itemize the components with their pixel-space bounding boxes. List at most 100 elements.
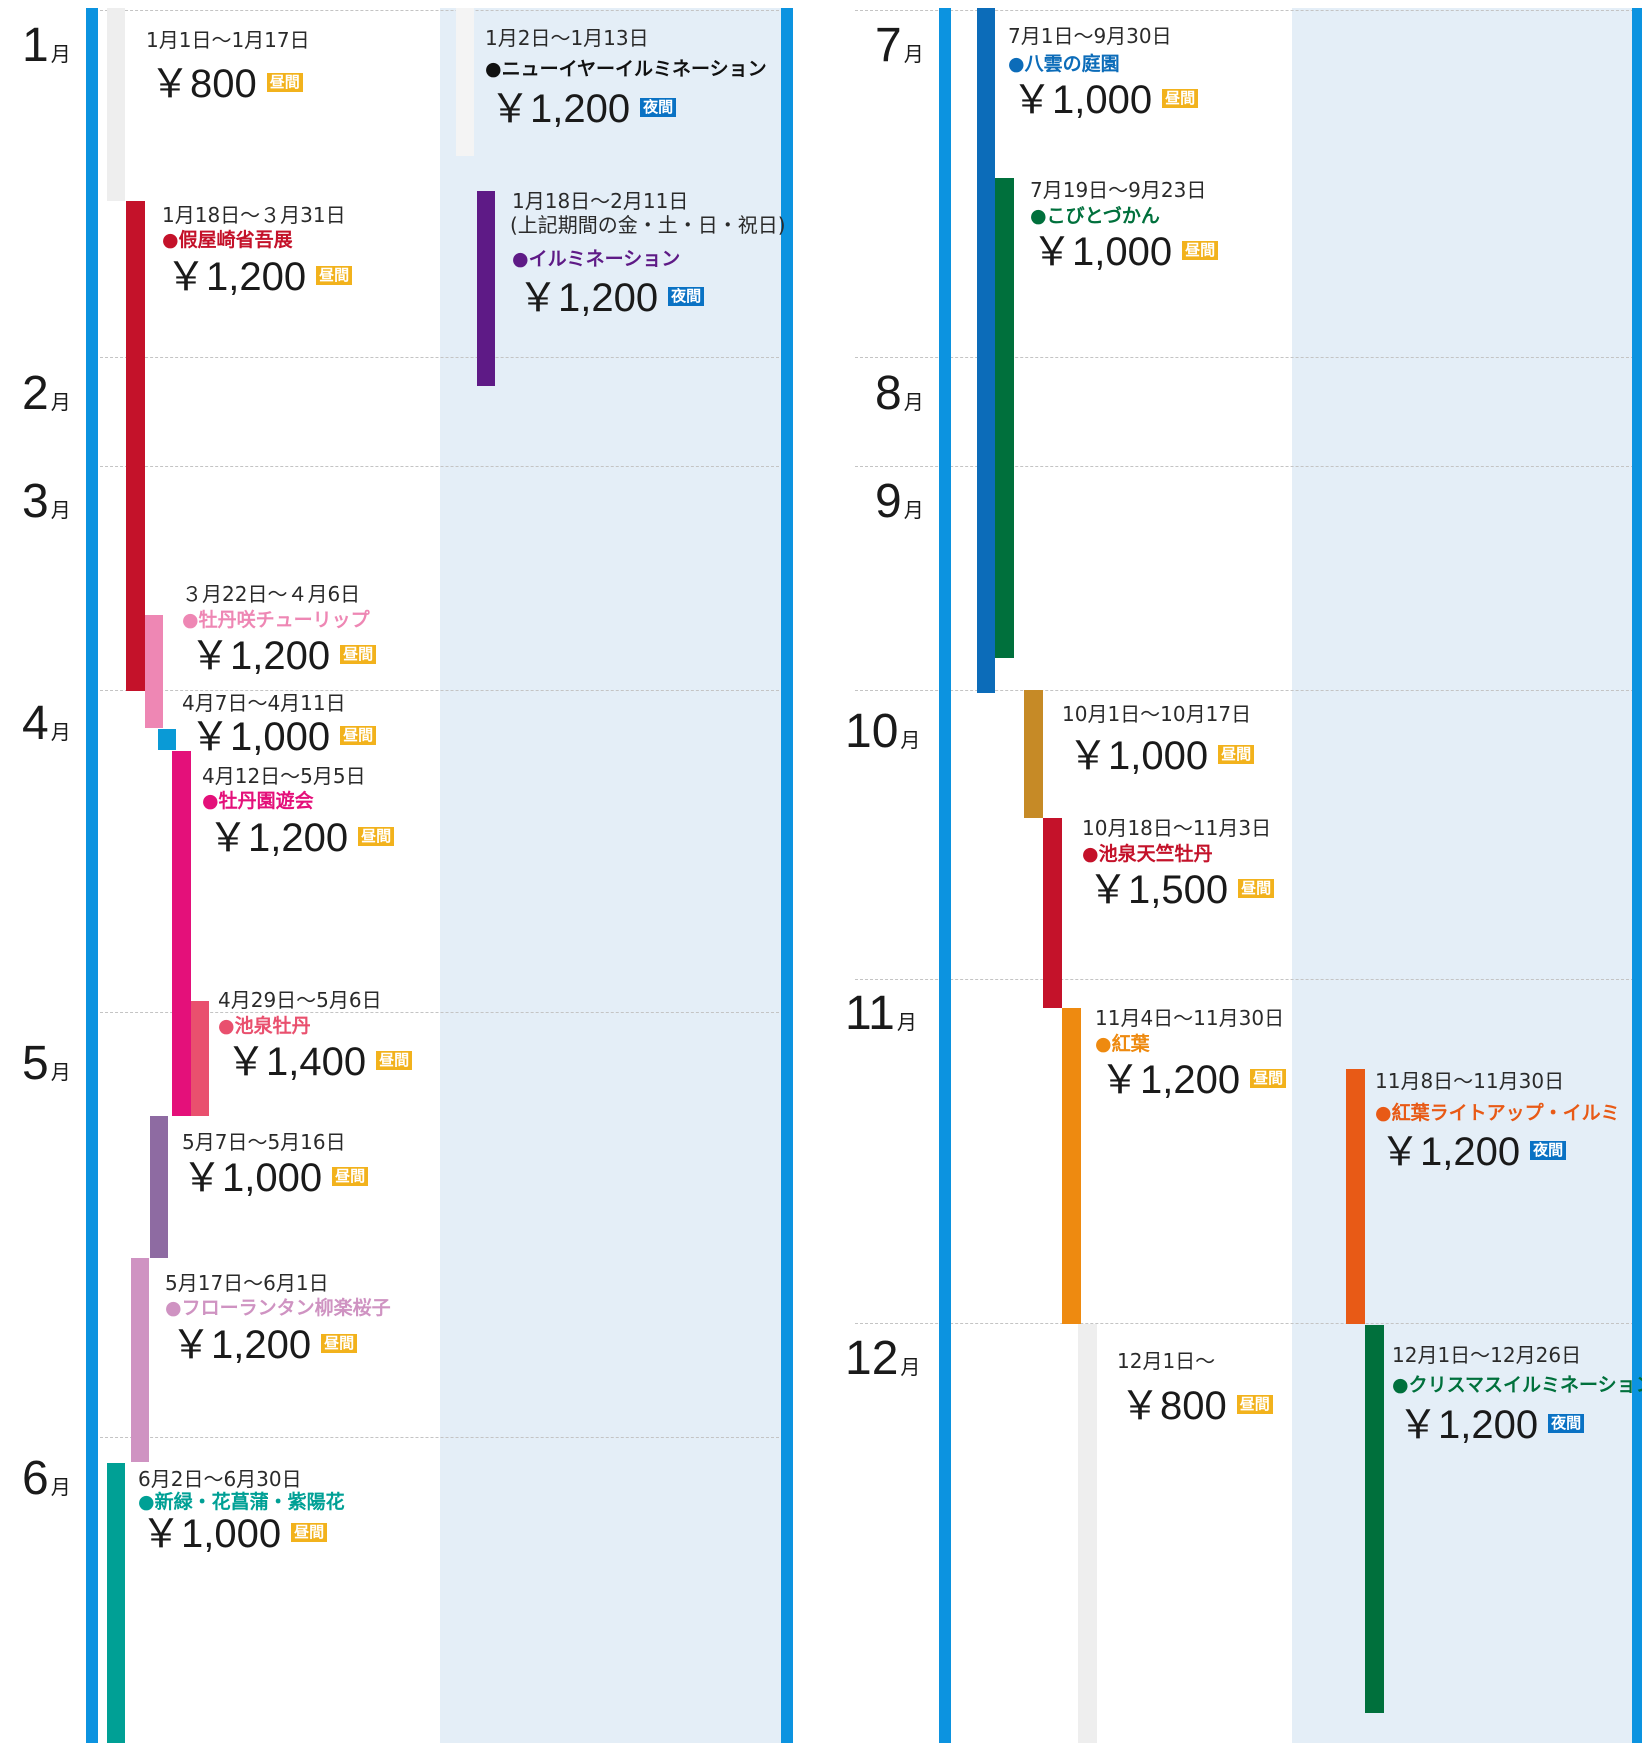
event-price: ￥800 昼間 <box>1120 1386 1273 1426</box>
event-date: 7月1日～9月30日 <box>1008 24 1172 48</box>
event-bar <box>158 729 176 750</box>
event-name: ●假屋崎省吾展 <box>162 229 293 251</box>
month-divider <box>855 10 1634 11</box>
event-date: 11月8日～11月30日 <box>1375 1069 1565 1093</box>
event-date: 4月12日～5月5日 <box>202 764 366 788</box>
event-price: ￥800 昼間 <box>150 64 303 104</box>
month-unit: 月 <box>903 500 924 522</box>
event-bar <box>126 201 145 691</box>
event-date: 1月18日～2月11日 <box>512 189 689 213</box>
month-unit: 月 <box>900 1357 921 1379</box>
event-date: 10月18日～11月3日 <box>1082 816 1272 840</box>
event-bar <box>145 615 163 728</box>
event-price: ￥1,400 昼間 <box>226 1042 413 1082</box>
month-number: 5 <box>22 1037 49 1090</box>
month-label-12: 12 月 <box>845 1335 920 1383</box>
event-name: ●八雲の庭園 <box>1008 53 1120 75</box>
month-divider <box>855 466 1634 467</box>
event-name: ●クリスマスイルミネーション <box>1392 1374 1642 1396</box>
month-number: 9 <box>875 475 902 528</box>
month-number: 7 <box>875 19 902 72</box>
month-number: 3 <box>22 475 49 528</box>
event-price: ￥1,000 昼間 <box>1068 734 1255 778</box>
frame-line <box>781 8 793 1743</box>
night-area-left <box>440 8 787 1743</box>
month-divider <box>855 357 1634 358</box>
day-badge: 昼間 <box>266 72 303 92</box>
month-label-10: 10 月 <box>845 708 920 756</box>
month-number: 6 <box>22 1452 49 1505</box>
month-number: 10 <box>845 705 899 758</box>
event-bar <box>131 1258 149 1462</box>
event-price: ￥1,200 夜間 <box>1398 1403 1585 1447</box>
event-date: 12月1日～ <box>1117 1349 1216 1373</box>
night-badge: 夜間 <box>1548 1413 1585 1433</box>
frame-line <box>1632 8 1642 1743</box>
month-divider <box>90 466 784 467</box>
day-badge: 昼間 <box>1218 744 1255 764</box>
event-bar <box>172 751 191 1116</box>
event-bar <box>107 1463 125 1743</box>
price-value: ￥1,200 <box>490 87 631 131</box>
price-value: ￥1,000 <box>190 715 331 759</box>
month-number: 1 <box>22 19 49 72</box>
night-badge: 夜間 <box>640 97 677 117</box>
price-value: ￥1,200 <box>1398 1403 1539 1447</box>
price-value: ￥1,200 <box>171 1323 312 1367</box>
event-price: ￥1,200 昼間 <box>171 1323 358 1367</box>
event-date: 5月7日～5月16日 <box>182 1130 346 1154</box>
event-name: ●フローランタン柳楽桜子 <box>165 1297 391 1319</box>
event-bar <box>995 178 1014 658</box>
event-price: ￥1,200 夜間 <box>490 87 677 131</box>
month-unit: 月 <box>903 392 924 414</box>
month-unit: 月 <box>50 44 71 66</box>
event-date: 6月2日～6月30日 <box>138 1467 302 1491</box>
price-value: ￥1,000 <box>1068 734 1209 778</box>
month-unit: 月 <box>896 1012 917 1034</box>
event-price: ￥1,200 夜間 <box>518 278 705 318</box>
event-bar <box>150 1116 168 1258</box>
day-badge: 昼間 <box>376 1050 413 1070</box>
month-unit: 月 <box>50 1062 71 1084</box>
event-name: ●池泉天竺牡丹 <box>1082 843 1213 865</box>
price-value: ￥1,200 <box>190 634 331 678</box>
day-badge: 昼間 <box>340 644 377 664</box>
event-name: ●イルミネーション <box>512 248 681 270</box>
event-name: ●新緑・花菖蒲・紫陽花 <box>138 1491 345 1513</box>
event-name: ●紅葉ライトアップ・イルミ <box>1375 1102 1620 1124</box>
event-date: ３月22日～４月6日 <box>182 582 361 606</box>
month-divider <box>90 1012 784 1013</box>
event-date: 7月19日～9月23日 <box>1030 178 1207 202</box>
night-badge: 夜間 <box>1530 1140 1567 1160</box>
event-name: ●こびとづかん <box>1030 205 1160 227</box>
event-bar <box>191 1001 209 1116</box>
price-value: ￥800 <box>1120 1384 1227 1428</box>
event-price: ￥1,200 昼間 <box>1100 1060 1287 1100</box>
event-bar <box>1078 1324 1097 1743</box>
event-price: ￥1,200 昼間 <box>166 257 353 297</box>
event-date: 12月1日～12月26日 <box>1392 1343 1582 1367</box>
month-divider <box>90 690 784 691</box>
event-date: 11月4日～11月30日 <box>1095 1006 1285 1030</box>
day-badge: 昼間 <box>1182 240 1219 260</box>
price-value: ￥800 <box>150 62 257 106</box>
month-number: 4 <box>22 697 49 750</box>
month-unit: 月 <box>50 500 71 522</box>
month-divider <box>90 1437 784 1438</box>
month-label-11: 11 月 <box>845 990 917 1038</box>
month-number: 2 <box>22 367 49 420</box>
event-name: ●牡丹園遊会 <box>202 790 314 812</box>
event-bar <box>107 8 125 201</box>
price-value: ￥1,000 <box>141 1512 282 1556</box>
event-price: ￥1,200 昼間 <box>208 818 395 858</box>
price-value: ￥1,500 <box>1088 868 1229 912</box>
month-number: 8 <box>875 367 902 420</box>
event-price: ￥1,000 昼間 <box>190 715 377 759</box>
event-date: 5月17日～6月1日 <box>165 1271 329 1295</box>
month-number: 12 <box>845 1332 899 1385</box>
month-divider <box>90 10 784 11</box>
